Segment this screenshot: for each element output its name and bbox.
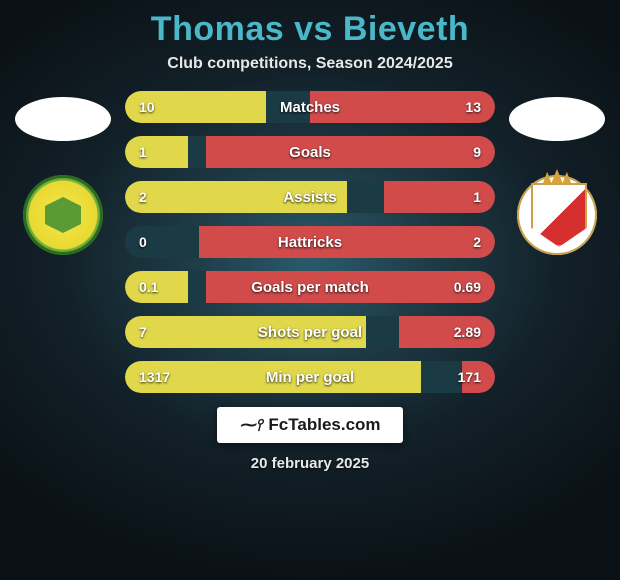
stat-row: 1317171Min per goal bbox=[125, 361, 495, 393]
stat-label: Goals bbox=[125, 144, 495, 161]
stat-row: 19Goals bbox=[125, 136, 495, 168]
logo-text: FcTables.com bbox=[268, 415, 380, 435]
right-player-photo-slot bbox=[509, 97, 605, 141]
stat-row: 1013Matches bbox=[125, 91, 495, 123]
left-club-crest-icon bbox=[23, 175, 103, 255]
stat-row: 02Hattricks bbox=[125, 226, 495, 258]
stat-label: Assists bbox=[125, 189, 495, 206]
stat-label: Matches bbox=[125, 99, 495, 116]
content-wrapper: Thomas vs Bieveth Club competitions, Sea… bbox=[0, 0, 620, 580]
main-row: 1013Matches 19Goals 21Assists 02Hattricks 0.… bbox=[0, 91, 620, 393]
stat-row: 72.89Shots per goal bbox=[125, 316, 495, 348]
site-logo: ⁓⫯ FcTables.com bbox=[217, 407, 402, 443]
page-title: Thomas vs Bieveth bbox=[0, 10, 620, 49]
stat-label: Shots per goal bbox=[125, 324, 495, 341]
date-label: 20 february 2025 bbox=[251, 455, 369, 472]
chart-icon: ⁓⫯ bbox=[239, 415, 262, 435]
footer: ⁓⫯ FcTables.com 20 february 2025 bbox=[0, 407, 620, 472]
left-column bbox=[11, 91, 115, 255]
stat-label: Min per goal bbox=[125, 369, 495, 386]
stat-label: Hattricks bbox=[125, 234, 495, 251]
left-player-photo-slot bbox=[15, 97, 111, 141]
stat-row: 21Assists bbox=[125, 181, 495, 213]
right-column bbox=[505, 91, 609, 255]
stat-row: 0.10.69Goals per match bbox=[125, 271, 495, 303]
subtitle: Club competitions, Season 2024/2025 bbox=[0, 55, 620, 73]
stats-bars: 1013Matches 19Goals 21Assists 02Hattricks 0.… bbox=[125, 91, 495, 393]
stat-label: Goals per match bbox=[125, 279, 495, 296]
right-club-crest-icon bbox=[517, 175, 597, 255]
